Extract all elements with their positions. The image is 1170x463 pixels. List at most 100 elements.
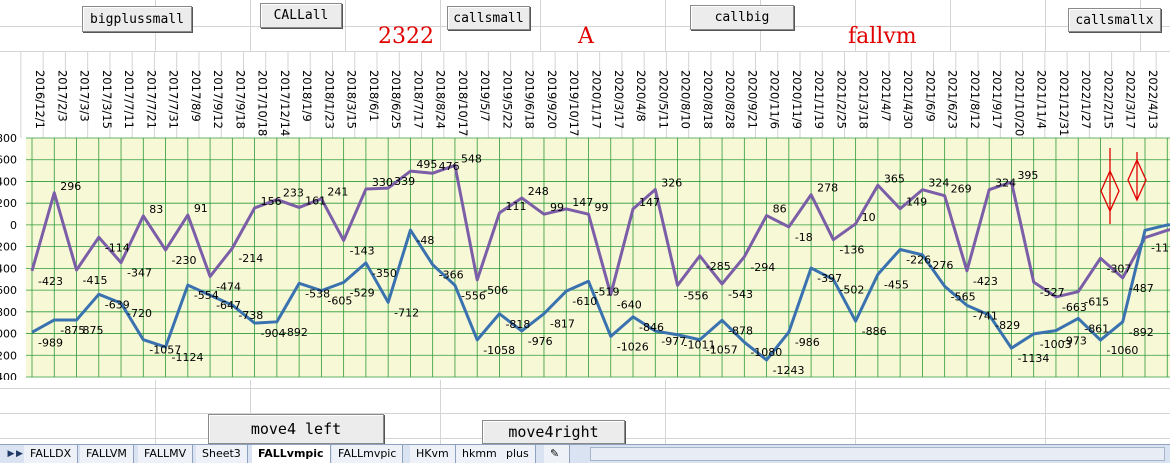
sheet-tab-bar: ▶ ▶| FALLDX FALLVM FALLMV Sheet3 FALLvmp… [0,444,1170,463]
spreadsheet-gridlines-bottom [0,380,1170,444]
category-label: 2020/4/8 [634,70,648,122]
fallvm-label: fallvm [848,24,917,49]
data-label: 326 [661,176,682,189]
data-label: -554 [194,289,219,302]
category-label: 2021/9/17 [990,70,1004,129]
series-line-blue [31,223,1170,362]
y-tick-label: -1400 [0,371,17,380]
callsmallx-button[interactable]: callsmallx [1068,8,1161,32]
data-label: -817 [550,318,575,331]
callall-button[interactable]: CALLall [260,3,342,28]
sheet-header-area: bigplussmall CALLall 2322 callsmall A ca… [0,0,1170,52]
plot-area [26,138,1170,377]
data-label: 248 [528,185,549,198]
data-label: -307 [1106,262,1131,275]
category-label: 2021/11/4 [1035,70,1049,129]
data-label: -989 [38,336,63,349]
tab-scroll-last-icon[interactable]: ▶| [16,448,26,459]
data-label: -640 [617,298,642,311]
data-label: -1134 [1017,352,1049,365]
data-label: -615 [1084,296,1109,309]
category-label: 2020/3/17 [612,70,626,129]
y-tick-label: -200 [0,241,17,254]
marker-diamond [1100,169,1120,213]
data-label: -605 [327,295,352,308]
data-label: -846 [639,321,664,334]
category-label: 2017/7/11 [122,70,136,129]
data-label: -1058 [483,344,515,357]
data-label: -892 [283,326,308,339]
tab-fallmvpic[interactable]: FALLmvpic [332,445,404,463]
category-label: 2019/5/22 [500,70,514,129]
data-label: 548 [461,152,482,165]
data-label: -1026 [617,340,649,353]
tab-fallvmpic[interactable]: FALLvmpic [252,445,331,463]
tab-fallmv[interactable]: FALLMV [138,445,194,463]
data-label: 241 [327,186,348,199]
data-label: -973 [1062,335,1087,348]
category-label: 2017/9/18 [233,70,247,129]
category-label: 2022/1/27 [1079,70,1093,129]
category-label: 2019/6/18 [523,70,537,129]
data-label: 269 [951,183,972,196]
tab-plus[interactable]: plus [500,445,536,463]
tab-sheet3[interactable]: Sheet3 [196,445,248,463]
category-label: 2020/11/6 [768,70,782,129]
plot-grid [26,137,1170,378]
category-label: 2021/1/19 [812,70,826,129]
category-label: 2021/12/31 [1057,70,1071,136]
data-label: -904 [261,327,286,340]
data-label: -538 [305,287,330,300]
data-label: 161 [305,194,326,207]
category-label: 2021/4/30 [901,70,915,129]
data-label: 339 [394,175,415,188]
category-label: 2021/4/7 [879,70,893,122]
data-label: 365 [884,172,905,185]
data-label: -294 [750,261,775,274]
callbig-button[interactable]: callbig [690,5,794,30]
category-label: 2020/5/11 [656,70,670,129]
category-label: 2020/8/28 [723,70,737,129]
tab-hkmm[interactable]: hkmm [456,445,504,463]
data-label: -875 [60,324,85,337]
category-label: 2017/2/3 [55,70,69,122]
data-label: -647 [216,299,241,312]
data-label: -18 [795,231,813,244]
data-label: -1080 [750,346,782,359]
tab-falldx[interactable]: FALLDX [24,445,79,463]
data-label: -1124 [172,351,204,364]
data-label: 324 [995,177,1016,190]
red-marker-shape [1100,148,1120,224]
insert-sheet-icon[interactable]: ✎ [544,445,570,463]
data-label: -818 [505,318,530,331]
bigplussmall-button[interactable]: bigplussmall [82,6,192,32]
category-label: 2020/11/9 [790,70,804,129]
y-tick-label: 400 [0,175,17,188]
move4right-button[interactable]: move4right [482,420,625,444]
category-label: 2021/6/9 [923,70,937,122]
data-label: -1057 [706,344,738,357]
series-line-purple [30,163,1170,299]
horizontal-scrollbar[interactable] [590,447,1165,461]
y-tick-label: -800 [0,306,17,319]
letter-label: A [578,24,594,49]
y-tick-label: -600 [0,284,17,297]
data-label: -892 [1129,326,1154,339]
data-label: -663 [1062,301,1087,314]
data-label: 91 [194,202,208,215]
category-label: 2018/1/23 [322,70,336,129]
tab-fallvm[interactable]: FALLVM [80,445,134,463]
category-label: 2018/8/24 [434,70,448,129]
data-label: -143 [350,244,375,257]
tab-hkvm[interactable]: HKvm [410,445,456,463]
category-label: 2021/2/25 [834,70,848,129]
category-label: 2022/3/17 [1124,70,1138,129]
callsmall-button[interactable]: callsmall [447,6,530,30]
data-label: 83 [149,203,163,216]
category-label: 2020/9/21 [745,70,759,129]
move4-left-button[interactable]: move4 left [208,414,384,444]
data-label: -136 [839,244,864,257]
marker-diamond [1127,158,1147,202]
tab-scroll-right-icon[interactable]: ▶ [7,448,15,459]
category-label: 2018/1/9 [300,70,314,122]
